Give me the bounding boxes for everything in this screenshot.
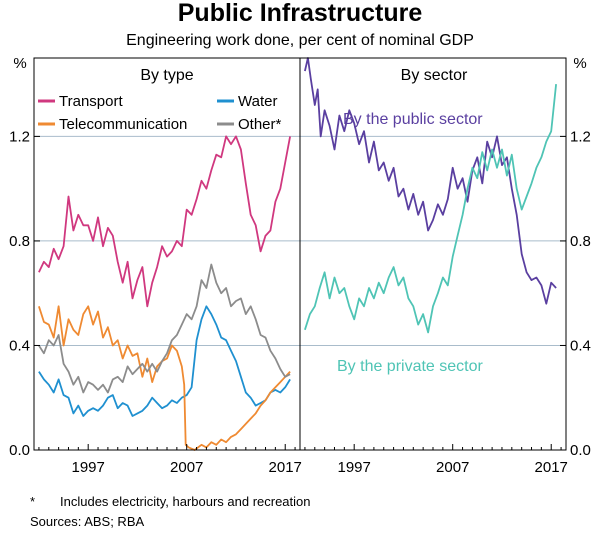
footnote-text: Includes electricity, harbours and recre… xyxy=(60,494,311,509)
y-tick-label-left: 1.2 xyxy=(9,128,30,145)
y-tick-label-right: 1.2 xyxy=(570,128,591,145)
sources-note: Sources: ABS; RBA xyxy=(30,514,144,529)
x-tick-label: 2017 xyxy=(269,459,302,476)
legend-label-telecom: Telecommunication xyxy=(59,116,187,133)
chart-title: Public Infrastructure xyxy=(178,0,423,27)
series-line-private xyxy=(304,84,557,334)
series-line-other xyxy=(38,263,291,394)
x-tick-label: 2017 xyxy=(535,459,568,476)
series-line-public xyxy=(304,57,557,305)
series-lines xyxy=(38,57,557,451)
axis-ticks: 0.0 0.0 0.4 0.4 0.8 0.8 1.2 1.2 1997 2007 2017 1997… xyxy=(9,128,591,476)
legend-label-water: Water xyxy=(238,93,277,110)
x-tick-label: 2007 xyxy=(436,459,469,476)
annotation-private-sector: By the private sector xyxy=(337,358,484,375)
x-tick-label: 1997 xyxy=(337,459,370,476)
panel-title-by-sector: By sector xyxy=(401,67,468,84)
y-tick-label-left: 0.8 xyxy=(9,233,30,250)
series-line-transport xyxy=(38,135,291,308)
right-unit-label: % xyxy=(573,55,586,72)
y-tick-label-left: 0.4 xyxy=(9,337,30,354)
footnote-marker: * xyxy=(30,494,35,509)
chart-subtitle: Engineering work done, per cent of nomin… xyxy=(126,32,474,49)
panel-title-by-type: By type xyxy=(140,67,193,84)
y-tick-label-right: 0.4 xyxy=(570,337,591,354)
series-line-water xyxy=(38,305,291,417)
legend: Transport Water Telecommunication Other* xyxy=(38,93,282,133)
x-tick-label: 2007 xyxy=(170,459,203,476)
legend-label-transport: Transport xyxy=(59,93,123,110)
y-tick-label-left: 0.0 xyxy=(9,442,30,459)
annotation-public-sector: By the public sector xyxy=(343,111,483,128)
x-tick-label: 1997 xyxy=(71,459,104,476)
left-unit-label: % xyxy=(13,55,26,72)
y-tick-label-right: 0.8 xyxy=(570,233,591,250)
y-tick-label-right: 0.0 xyxy=(570,442,591,459)
legend-label-other: Other* xyxy=(238,116,282,133)
series-line-telecom xyxy=(38,305,291,451)
